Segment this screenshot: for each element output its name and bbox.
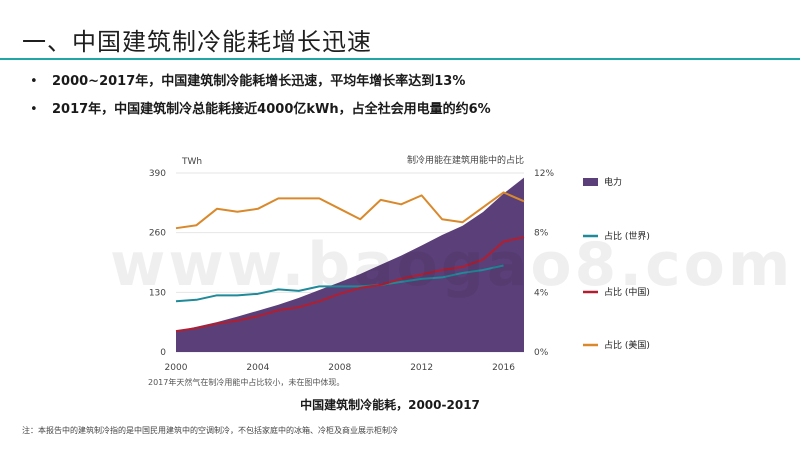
area-series-electricity (176, 177, 524, 352)
y-right-tick-label: 0% (534, 348, 549, 358)
legend-label: 占比 (世界) (604, 230, 650, 242)
legend-label: 占比 (美国) (604, 339, 650, 351)
bullet-text: 2017年，中国建筑制冷总能耗接近4000亿kWh，占全社会用电量的约6% (52, 102, 491, 117)
bullet-item: • 2000~2017年，中国建筑制冷能耗增长迅速，平均年增长率达到13% (22, 68, 491, 96)
x-tick-label: 2016 (492, 363, 515, 373)
title-divider (0, 58, 800, 60)
y-left-tick-label: 390 (149, 169, 166, 179)
line-series-share-world (175, 264, 504, 303)
legend-label: 电力 (604, 176, 622, 188)
bullet-list: • 2000~2017年，中国建筑制冷能耗增长迅速，平均年增长率达到13% • 20… (22, 68, 491, 124)
x-tick-label: 2012 (410, 363, 433, 373)
bullet-dot: • (30, 102, 38, 117)
y-right-axis-title: 制冷用能在建筑用能中的占比 (407, 154, 524, 166)
y-right-tick-label: 8% (534, 229, 549, 239)
x-tick-label: 2008 (328, 363, 351, 373)
bullet-dot: • (30, 74, 38, 89)
legend-label: 占比 (中国) (604, 286, 650, 298)
footnote: 注：本报告中的建筑制冷指的是中国民用建筑中的空调制冷，不包括家庭中的冰箱、冷柜及… (22, 426, 398, 435)
line-series-share-china (175, 236, 525, 333)
y-right-tick-label: 12% (534, 169, 554, 179)
bullet-text: 2000~2017年，中国建筑制冷能耗增长迅速，平均年增长率达到13% (52, 74, 466, 89)
bullet-item: • 2017年，中国建筑制冷总能耗接近4000亿kWh，占全社会用电量的约6% (22, 96, 491, 124)
chart-note: 2017年天然气在制冷用能中占比较小，未在图中体现。 (148, 378, 345, 387)
y-left-tick-label: 130 (149, 288, 166, 298)
legend-swatch (583, 178, 598, 186)
y-left-tick-label: 260 (149, 229, 166, 239)
x-tick-label: 2004 (246, 363, 269, 373)
y-left-unit: TWh (181, 157, 202, 167)
line-series-share-us (175, 191, 525, 230)
chart-caption: 中国建筑制冷能耗，2000-2017 (300, 398, 480, 412)
x-tick-label: 2000 (165, 363, 188, 373)
y-right-tick-label: 4% (534, 288, 549, 298)
y-left-tick-label: 0 (160, 348, 166, 358)
slide-title: 一、中国建筑制冷能耗增长迅速 (22, 28, 372, 56)
